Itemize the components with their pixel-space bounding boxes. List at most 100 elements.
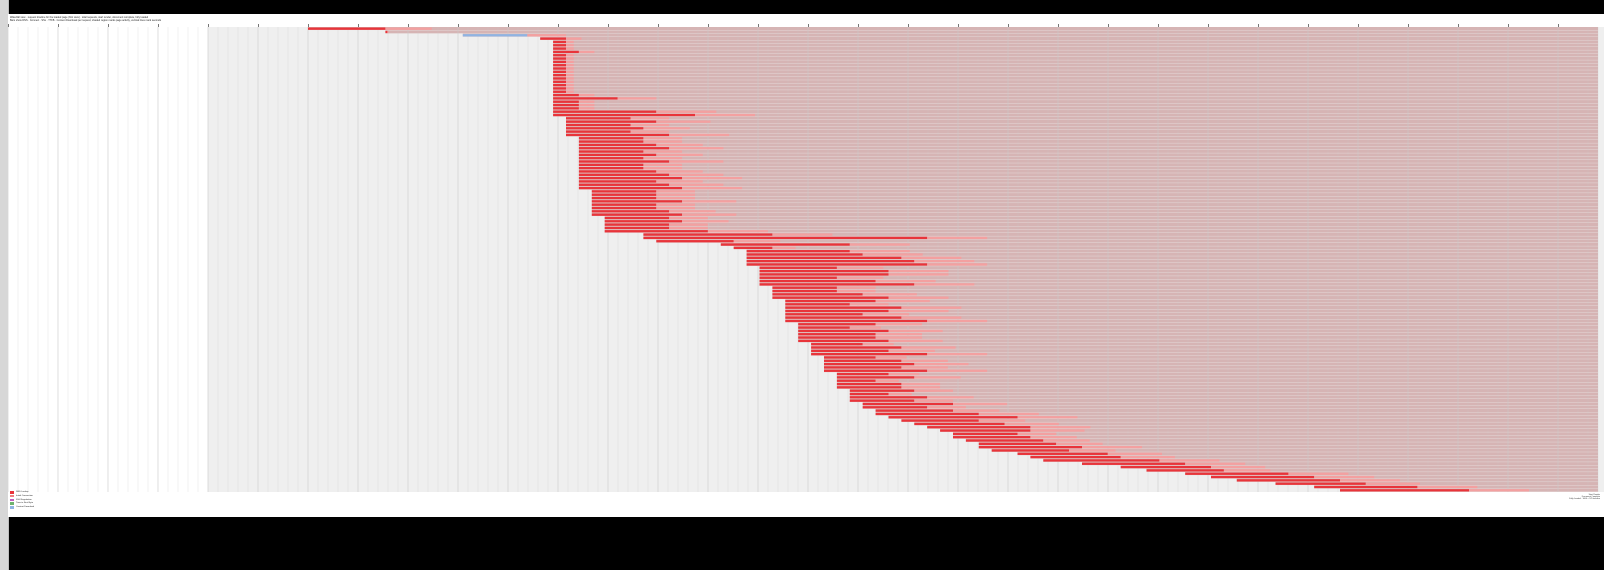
ruler-tick	[308, 24, 309, 27]
request-bar	[553, 87, 566, 90]
request-bar-tail	[772, 246, 796, 250]
request-row-shade	[759, 276, 1598, 280]
request-bar-tail	[888, 372, 920, 376]
request-bar-tail	[1120, 455, 1175, 459]
request-bar	[953, 436, 1031, 439]
request-bar	[772, 296, 889, 299]
legend-item-download: Content Download	[10, 506, 70, 509]
request-bar	[604, 226, 670, 230]
request-row-shade	[553, 70, 1598, 74]
header-line-2: Bars show DNS · Connect · SSL · TTFB · C…	[10, 19, 162, 22]
request-bar	[566, 133, 670, 137]
request-bar-tail	[656, 203, 695, 206]
request-bar-tail	[1340, 479, 1400, 482]
request-bar-tail	[914, 376, 961, 379]
request-bar-tail	[875, 336, 923, 339]
request-bar-tail	[1223, 469, 1271, 472]
request-row-shade	[462, 33, 1598, 37]
request-bar	[824, 359, 902, 362]
request-row-shade	[578, 169, 1598, 173]
request-row-shade	[875, 408, 1598, 412]
request-bar	[604, 216, 670, 220]
request-row-shade	[553, 80, 1598, 84]
request-bar	[553, 54, 566, 57]
request-bar-tail	[953, 409, 1000, 412]
ruler-tick	[608, 24, 609, 27]
request-bar	[759, 283, 915, 286]
request-row-shade	[604, 229, 1598, 233]
request-row-shade	[927, 425, 1598, 429]
request-bar-tail	[914, 399, 953, 402]
request-bar-tail	[875, 279, 936, 283]
request-bar	[553, 73, 566, 77]
request-row-shade	[578, 176, 1598, 180]
request-row-shade	[553, 66, 1598, 70]
request-bar-tail	[927, 236, 988, 240]
legend-label-ssl: SSL Negotiation	[16, 498, 32, 501]
request-bar-tail	[888, 349, 935, 353]
request-bar	[566, 120, 657, 123]
ruler-tick	[958, 24, 959, 27]
ruler-tick	[1208, 24, 1209, 27]
request-bar-tail	[1004, 422, 1059, 426]
request-row-shade	[1211, 475, 1598, 479]
request-bar-tail	[875, 379, 899, 382]
request-bar-tail	[875, 333, 923, 336]
request-row-shade	[914, 422, 1598, 426]
waterfall-viewport[interactable]: Waterfall view · request timeline for th…	[8, 14, 1604, 517]
request-bar-tail	[849, 326, 881, 329]
request-row-shade	[540, 36, 1599, 40]
request-row-shade	[978, 445, 1598, 449]
request-row-shade	[1030, 455, 1598, 459]
request-row-shade	[591, 189, 1598, 193]
request-row-shade	[1185, 472, 1598, 476]
request-bar-tail	[1107, 452, 1162, 455]
request-row-shade	[566, 129, 1598, 133]
request-row-shade	[553, 60, 1598, 64]
request-bar	[1314, 485, 1418, 489]
request-bar-tail	[914, 259, 975, 263]
request-row-shade	[566, 116, 1598, 120]
ruler-tick	[1358, 24, 1359, 27]
request-bar	[785, 303, 850, 306]
request-row-shade	[578, 159, 1598, 163]
request-row-shade	[308, 27, 1598, 31]
request-bar-tail	[888, 296, 949, 299]
request-bar-tail	[566, 77, 574, 80]
request-bar	[578, 163, 644, 167]
ruler-tick	[558, 24, 559, 27]
request-bar	[553, 100, 579, 103]
request-bar-tail	[1185, 462, 1246, 465]
request-bar	[811, 352, 928, 356]
request-row-shade	[811, 345, 1598, 349]
request-row-shade	[759, 266, 1598, 270]
request-row-shade	[746, 252, 1598, 256]
request-row-shade	[578, 153, 1598, 157]
legend-item-dns: DNS Lookup	[10, 491, 70, 494]
request-bar-tail	[733, 240, 781, 243]
request-row-shade	[591, 209, 1598, 213]
request-bar	[836, 379, 876, 382]
request-bar	[578, 173, 670, 176]
request-bar	[553, 70, 566, 74]
legend-swatch-ttfb	[10, 502, 14, 505]
request-bar-tail	[888, 273, 949, 276]
request-row-shade	[578, 156, 1598, 160]
request-row-shade	[1082, 462, 1598, 466]
request-bar-tail	[617, 97, 657, 100]
request-bar	[746, 250, 850, 253]
request-bar	[824, 366, 902, 369]
legend-item-ttfb: Time to First Byte	[10, 502, 70, 505]
request-row-shade	[578, 163, 1598, 167]
request-row-shade	[566, 126, 1598, 130]
request-bar-tail	[669, 183, 724, 186]
request-bar-tail	[566, 37, 582, 40]
request-row-shade	[759, 279, 1598, 283]
ruler-tick	[1108, 24, 1109, 27]
request-row-shade	[578, 143, 1598, 147]
request-bar-tail	[888, 392, 912, 396]
request-row-shade	[849, 395, 1598, 399]
request-bar-tail	[875, 356, 907, 359]
request-row-shade	[785, 309, 1598, 313]
request-bar	[824, 362, 915, 366]
